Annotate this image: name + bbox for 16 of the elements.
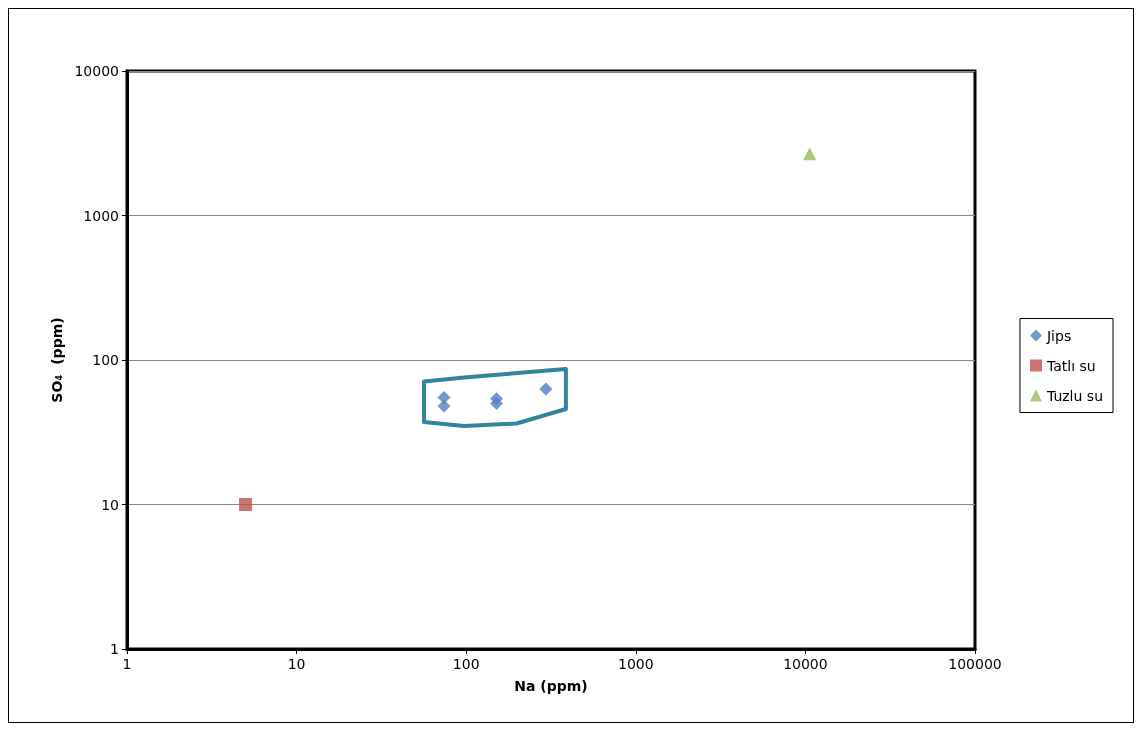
y-tick-label: 10000 — [74, 63, 119, 79]
y-tick-label: 10 — [101, 496, 119, 513]
x-tick-label: 10 — [287, 656, 306, 672]
y-tick-label: 1 — [110, 641, 119, 657]
x-tick-label: 100 — [452, 656, 480, 672]
y-tick-label: 100 — [92, 352, 119, 368]
y-axis-title: SO₄ (ppm) — [48, 317, 65, 403]
y-tick-label: 1000 — [83, 207, 119, 224]
legend-label: Tatlı su — [1045, 357, 1096, 374]
x-tick-label: 10000 — [783, 656, 828, 672]
legend-label: Tuzlu su — [1045, 387, 1103, 404]
x-tick-label: 1 — [122, 656, 132, 672]
x-axis-title: Na (ppm) — [514, 678, 588, 694]
x-tick-label: 1000 — [617, 656, 654, 672]
legend-label: Jips — [1045, 327, 1072, 344]
x-tick-label: 100000 — [948, 656, 1002, 672]
